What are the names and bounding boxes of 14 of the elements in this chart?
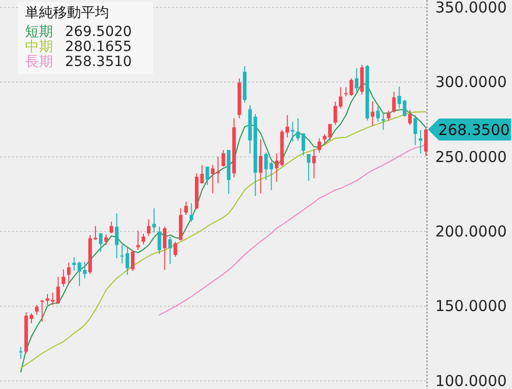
text: 長期 xyxy=(25,54,53,70)
y-tick-label: 100.0000 xyxy=(435,372,507,389)
text: 中期 xyxy=(25,39,53,55)
annotation: 258.3510 xyxy=(65,54,132,70)
annotation: 269.5020 xyxy=(65,24,132,40)
text: 268.3500 xyxy=(438,120,510,139)
y-tick-label: 350.0000 xyxy=(435,0,507,16)
y-tick-label: 300.0000 xyxy=(435,73,507,92)
y-tick-label: 150.0000 xyxy=(435,297,507,316)
legend-title: 単純移動平均 xyxy=(25,5,109,21)
text: 短期 xyxy=(25,24,53,40)
y-tick-label: 250.0000 xyxy=(435,148,507,166)
y-tick-label: 200.0000 xyxy=(435,222,507,241)
annotation: 280.1655 xyxy=(65,39,132,55)
